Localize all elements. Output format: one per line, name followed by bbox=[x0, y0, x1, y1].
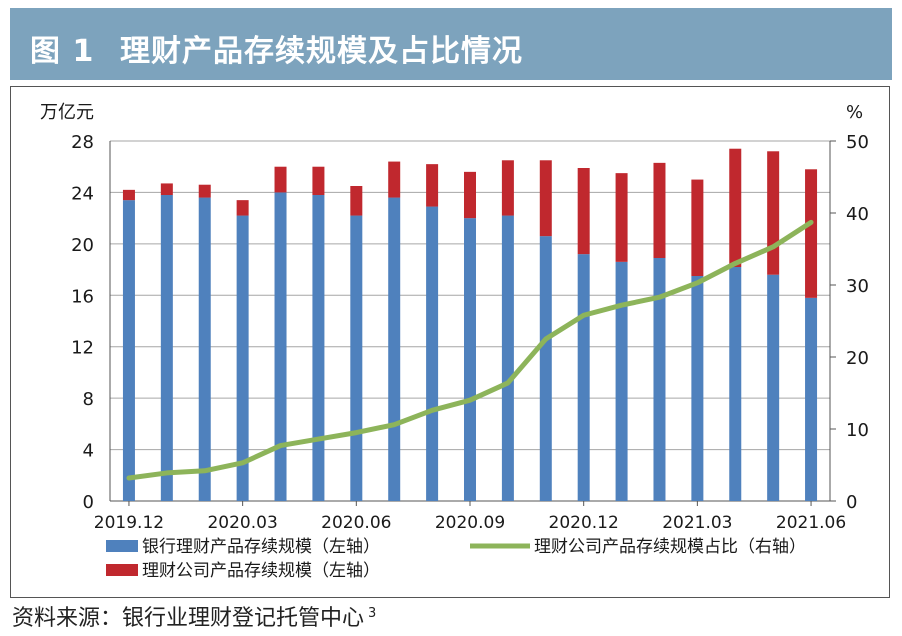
right-tick-label: 10 bbox=[846, 420, 869, 441]
share-line bbox=[126, 219, 814, 481]
legend-swatch-wmc bbox=[106, 564, 138, 576]
right-tick-label: 50 bbox=[846, 132, 869, 153]
bar-wmc bbox=[805, 169, 818, 298]
bar-wmc bbox=[388, 161, 401, 198]
bar-bank bbox=[236, 215, 249, 502]
bar-bank bbox=[539, 236, 552, 501]
bar-bank bbox=[691, 276, 704, 501]
bar-bank bbox=[198, 197, 211, 502]
right-tick-label: 30 bbox=[846, 276, 869, 297]
bar-bank bbox=[312, 195, 325, 501]
x-tick-label: 2020.06 bbox=[321, 513, 391, 533]
left-tick-label: 0 bbox=[83, 492, 94, 513]
left-tick-label: 20 bbox=[71, 235, 94, 256]
header-bar bbox=[10, 8, 892, 80]
x-tick-label: 2021.03 bbox=[662, 513, 732, 533]
left-tick-label: 24 bbox=[71, 183, 94, 204]
bar-wmc bbox=[691, 179, 704, 276]
bar-bank bbox=[464, 218, 476, 501]
bar-bank bbox=[426, 206, 439, 502]
right-tick-label: 40 bbox=[846, 204, 869, 225]
bar-wmc bbox=[426, 164, 439, 207]
bar-wmc bbox=[198, 184, 211, 198]
x-tick-label: 2021.06 bbox=[776, 513, 846, 533]
x-tick-label: 2019.12 bbox=[94, 513, 164, 533]
right-axis-unit: % bbox=[846, 102, 863, 123]
bar-wmc bbox=[653, 162, 666, 258]
x-tick-label: 2020.12 bbox=[549, 513, 619, 533]
bar-bank bbox=[388, 197, 401, 502]
bar-bank bbox=[122, 200, 135, 501]
bar-wmc bbox=[577, 168, 590, 255]
bar-bank bbox=[767, 274, 780, 501]
bar-wmc bbox=[767, 151, 780, 275]
left-tick-label: 16 bbox=[71, 286, 94, 307]
legend-label-wmc: 理财公司产品存续规模（左轴） bbox=[142, 561, 380, 581]
bar-wmc bbox=[350, 186, 363, 216]
left-tick-label: 8 bbox=[83, 389, 94, 410]
chart-frame bbox=[10, 86, 890, 598]
figure-title: 理财产品存续规模及占比情况 bbox=[120, 34, 523, 69]
bar-bank bbox=[350, 215, 363, 502]
bar-wmc bbox=[539, 160, 552, 237]
bar-bank bbox=[274, 192, 287, 501]
right-tick-label: 0 bbox=[846, 492, 857, 513]
bar-bank bbox=[160, 195, 173, 501]
bar-wmc bbox=[160, 183, 173, 195]
bar-wmc bbox=[729, 148, 742, 267]
bar-wmc bbox=[501, 160, 514, 216]
source-text: 资料来源：银行业理财登记托管中心 bbox=[12, 606, 365, 631]
left-tick-label: 4 bbox=[83, 441, 94, 462]
figure-header: 图 1 理财产品存续规模及占比情况 bbox=[0, 0, 902, 92]
left-tick-label: 28 bbox=[71, 132, 94, 153]
bar-bank bbox=[501, 215, 514, 502]
footnote-marker: 3 bbox=[368, 605, 377, 621]
bar-bank bbox=[805, 297, 818, 501]
bar-wmc bbox=[464, 171, 476, 219]
bar-bank bbox=[729, 267, 742, 501]
bar-bank bbox=[615, 261, 628, 501]
bar-wmc bbox=[615, 173, 628, 262]
x-tick-label: 2020.09 bbox=[435, 513, 505, 533]
right-tick-label: 20 bbox=[846, 348, 869, 369]
source-note: 资料来源：银行业理财登记托管中心 3 bbox=[12, 600, 376, 632]
legend-label-bank: 银行理财产品存续规模（左轴） bbox=[142, 537, 380, 557]
bar-wmc bbox=[274, 166, 287, 193]
legend-swatch-bank bbox=[106, 540, 138, 552]
left-axis-unit: 万亿元 bbox=[40, 102, 94, 123]
bar-wmc bbox=[122, 189, 135, 201]
bar-wmc bbox=[236, 200, 249, 216]
bar-bank bbox=[577, 254, 590, 501]
left-tick-label: 12 bbox=[71, 338, 94, 359]
bar-bank bbox=[653, 258, 666, 501]
chart: 0 4 8 12 16 20 24 28 0 10 20 30 40 50 万亿元 % 2019.12 2020.… bbox=[40, 102, 869, 581]
figure-label: 图 1 bbox=[30, 34, 95, 69]
x-tick-label: 2020.03 bbox=[207, 513, 277, 533]
legend-label-share: 理财公司产品存续规模占比（右轴） bbox=[534, 537, 806, 557]
bar-wmc bbox=[312, 166, 325, 195]
